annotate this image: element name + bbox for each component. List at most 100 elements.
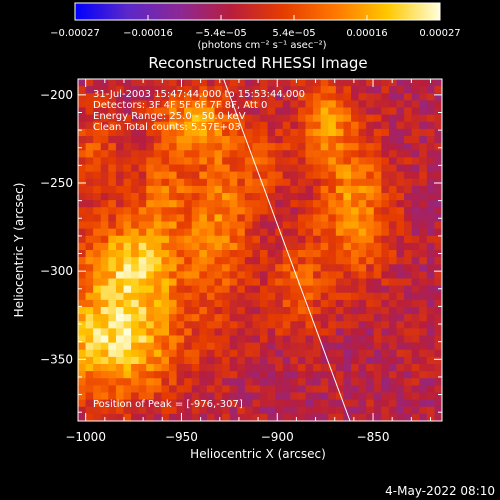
heatmap-cell bbox=[335, 314, 345, 322]
heatmap-cell bbox=[93, 185, 102, 194]
heatmap-cell bbox=[176, 79, 185, 87]
heatmap-cell bbox=[93, 349, 102, 358]
heatmap-cell bbox=[373, 235, 382, 244]
heatmap-cell bbox=[146, 200, 155, 208]
heatmap-cell bbox=[78, 321, 87, 329]
heatmap-cell bbox=[351, 164, 360, 173]
heatmap-cell bbox=[373, 250, 382, 258]
heatmap-cell bbox=[93, 242, 102, 251]
heatmap-cell bbox=[290, 86, 299, 94]
heatmap-cell bbox=[146, 185, 155, 194]
heatmap-cell bbox=[184, 136, 193, 144]
heatmap-cell bbox=[328, 349, 337, 358]
heatmap-cell bbox=[297, 185, 307, 194]
heatmap-cell bbox=[131, 364, 140, 372]
heatmap-cell bbox=[313, 385, 322, 394]
heatmap-cell bbox=[260, 349, 269, 358]
heatmap-cell bbox=[343, 143, 352, 151]
heatmap-cell bbox=[161, 200, 170, 208]
heatmap-cell bbox=[214, 378, 223, 386]
heatmap-cell bbox=[169, 235, 178, 244]
heatmap-cell bbox=[396, 328, 405, 337]
heatmap-cell bbox=[169, 242, 178, 251]
heatmap-cell bbox=[93, 385, 102, 394]
heatmap-cell bbox=[199, 413, 208, 421]
heatmap-cell bbox=[237, 271, 246, 280]
heatmap-cell bbox=[169, 399, 178, 408]
heatmap-cell bbox=[343, 107, 352, 116]
heatmap-cell bbox=[328, 271, 337, 280]
heatmap-cell bbox=[176, 356, 185, 365]
heatmap-cell bbox=[176, 385, 185, 394]
heatmap-cell bbox=[411, 207, 420, 215]
heatmap-cell bbox=[366, 364, 375, 372]
heatmap-cell bbox=[267, 128, 276, 137]
heatmap-cell bbox=[244, 114, 254, 123]
heatmap-cell bbox=[404, 171, 413, 180]
heatmap-cell bbox=[161, 235, 170, 244]
heatmap-cell bbox=[176, 371, 185, 379]
heatmap-cell bbox=[404, 314, 413, 322]
heatmap-cell bbox=[115, 128, 125, 137]
heatmap-cell bbox=[434, 413, 442, 421]
heatmap-cell bbox=[366, 385, 375, 394]
heatmap-cell bbox=[199, 314, 208, 322]
heatmap-cell bbox=[214, 257, 223, 265]
heatmap-cell bbox=[229, 271, 238, 280]
heatmap-cell bbox=[320, 364, 329, 372]
heatmap-cell bbox=[366, 278, 375, 287]
heatmap-cell bbox=[161, 100, 170, 109]
heatmap-cell bbox=[222, 93, 231, 101]
heatmap-cell bbox=[358, 100, 367, 109]
heatmap-cell bbox=[290, 399, 299, 408]
heatmap-cell bbox=[131, 164, 140, 173]
heatmap-cell bbox=[328, 86, 337, 94]
heatmap-cell bbox=[411, 413, 420, 421]
heatmap-cell bbox=[169, 136, 178, 144]
heatmap-cell bbox=[267, 321, 276, 329]
heatmap-cell bbox=[252, 392, 261, 401]
heatmap-cell bbox=[123, 314, 132, 322]
heatmap-cell bbox=[252, 200, 261, 208]
heatmap-cell bbox=[184, 221, 193, 230]
heatmap-cell bbox=[138, 100, 147, 109]
heatmap-cell bbox=[388, 193, 398, 201]
heatmap-cell bbox=[237, 399, 246, 408]
heatmap-cell bbox=[404, 399, 413, 408]
heatmap-cell bbox=[222, 292, 231, 301]
heatmap-cell bbox=[260, 307, 269, 315]
heatmap-cell bbox=[381, 335, 390, 344]
heatmap-cell bbox=[426, 392, 436, 401]
heatmap-cell bbox=[419, 271, 428, 280]
heatmap-cell bbox=[108, 150, 117, 158]
heatmap-cell bbox=[434, 342, 442, 351]
heatmap-cell bbox=[328, 164, 337, 173]
heatmap-cell bbox=[373, 399, 382, 408]
heatmap-cell bbox=[335, 114, 345, 123]
heatmap-cell bbox=[267, 371, 276, 379]
heatmap-cell bbox=[199, 143, 208, 151]
heatmap-cell bbox=[396, 221, 405, 230]
heatmap-cell bbox=[282, 371, 291, 379]
heatmap-cell bbox=[131, 307, 140, 315]
heatmap-cell bbox=[328, 157, 337, 166]
heatmap-cell bbox=[85, 171, 94, 180]
heatmap-cell bbox=[388, 121, 398, 130]
heatmap-cell bbox=[320, 342, 329, 351]
heatmap-cell bbox=[275, 200, 284, 208]
heatmap-cell bbox=[275, 406, 284, 415]
heatmap-cell bbox=[100, 143, 109, 151]
heatmap-cell bbox=[297, 292, 307, 301]
heatmap-cell bbox=[184, 406, 193, 415]
heatmap-cell bbox=[351, 307, 360, 315]
heatmap-cell bbox=[305, 178, 314, 187]
heatmap-cell bbox=[131, 371, 140, 379]
heatmap-cell bbox=[108, 143, 117, 151]
heatmap-cell bbox=[138, 314, 147, 322]
heatmap-cell bbox=[373, 185, 382, 194]
heatmap-cell bbox=[206, 257, 216, 265]
heatmap-cell bbox=[351, 221, 360, 230]
heatmap-cell bbox=[85, 278, 94, 287]
heatmap-cell bbox=[229, 150, 238, 158]
